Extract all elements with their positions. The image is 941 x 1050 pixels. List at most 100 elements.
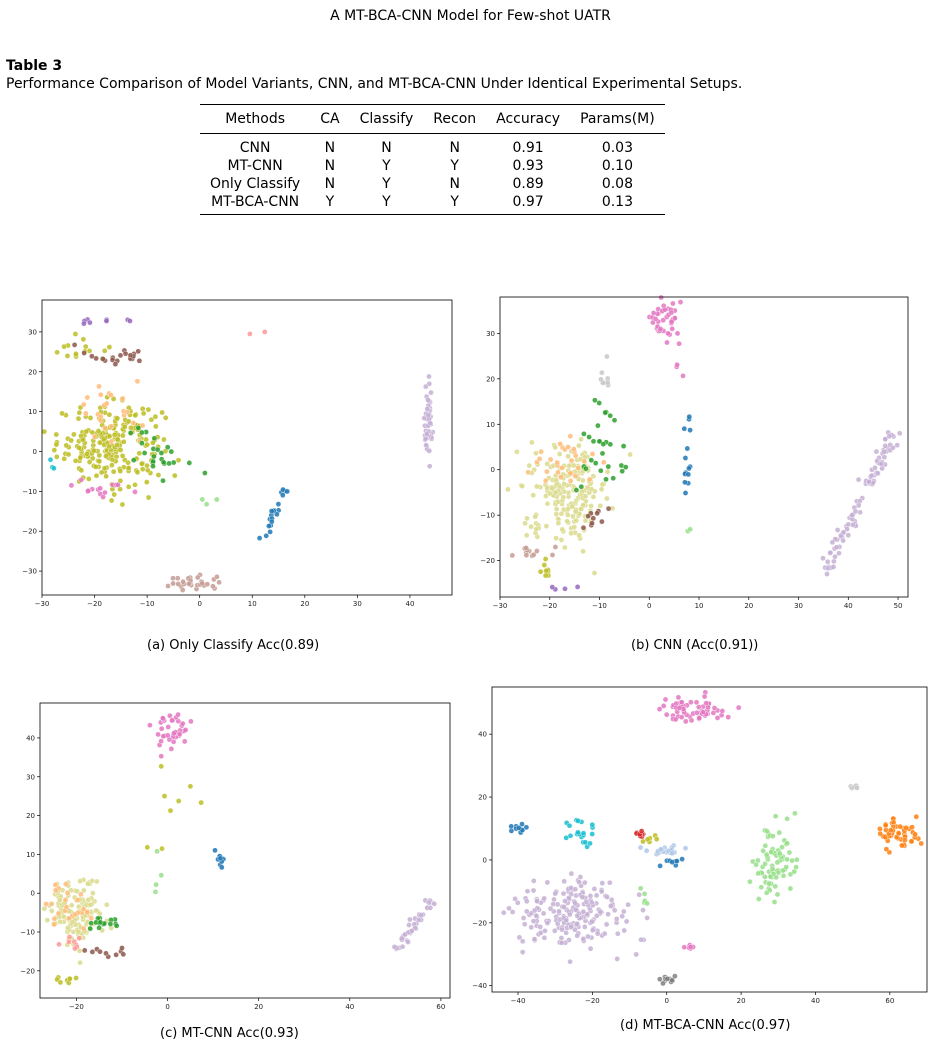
scatter-point — [525, 469, 532, 475]
scatter-point — [110, 468, 117, 475]
scatter-point — [604, 495, 610, 502]
scatter-point — [147, 722, 153, 729]
scatter-point — [158, 872, 165, 878]
scatter-point — [154, 446, 161, 453]
scatter-point — [830, 564, 837, 570]
scatter-point — [531, 907, 538, 914]
scatter-point — [599, 481, 606, 488]
cell-recon: N — [449, 176, 460, 192]
scatter-point — [760, 847, 766, 854]
scatter-point — [606, 879, 613, 886]
scatter-point — [668, 318, 675, 325]
scatter-point — [590, 515, 597, 522]
scatter-point — [852, 508, 859, 515]
scatter-point — [579, 894, 586, 900]
scatter-point — [161, 793, 168, 799]
scatter-plot-cnn: −30 −20 −10 0 10 20 30 40 50 −20 −10 0 10 20 30 — [480, 294, 909, 610]
col-header-params: Params(M) — [580, 111, 655, 127]
scatter-point — [669, 859, 675, 865]
scatter-point — [54, 453, 60, 460]
scatter-point — [556, 908, 562, 914]
scatter-point — [784, 856, 790, 863]
scatter-point — [620, 443, 627, 449]
scatter-point — [74, 888, 80, 894]
scatter-point — [598, 376, 604, 383]
scatter-point — [210, 583, 216, 590]
scatter-point — [559, 926, 565, 933]
scatter-point — [589, 821, 596, 828]
scatter-point — [152, 888, 159, 895]
scatter-point — [598, 467, 604, 474]
scatter-point — [119, 945, 125, 951]
scatter-point — [134, 469, 141, 476]
scatter-point — [101, 465, 108, 472]
x-tick-label: 30 — [353, 600, 362, 608]
scatter-point — [637, 885, 644, 892]
scatter-point — [568, 923, 574, 930]
x-tick-label: −10 — [592, 602, 607, 610]
scatter-point — [106, 443, 112, 450]
scatter-point — [601, 930, 608, 937]
cell-ca: N — [324, 176, 336, 192]
scatter-point — [71, 431, 77, 438]
scatter-point — [66, 915, 72, 922]
scatter-point — [589, 927, 596, 934]
scatter-point — [599, 880, 606, 886]
scatter-point — [165, 724, 171, 730]
scatter-point — [115, 481, 121, 488]
scatter-point — [187, 783, 194, 790]
scatter-point — [580, 548, 586, 555]
scatter-point — [125, 459, 131, 466]
scatter-point — [583, 465, 589, 472]
scatter-point — [96, 458, 103, 465]
scatter-point — [566, 895, 572, 901]
scatter-point — [93, 907, 99, 914]
scatter-point — [681, 425, 688, 432]
scatter-point — [820, 555, 826, 562]
scatter-point — [589, 831, 595, 837]
scatter-point — [49, 908, 55, 914]
scatter-point — [686, 413, 693, 420]
scatter-point — [77, 878, 83, 884]
y-tick-label: 0 — [491, 466, 495, 474]
scatter-point — [186, 460, 193, 466]
scatter-point — [614, 930, 621, 937]
scatter-point — [583, 898, 590, 905]
scatter-point — [561, 904, 567, 910]
scatter-point — [528, 523, 534, 530]
scatter-point — [87, 901, 94, 908]
scatter-point — [566, 463, 572, 469]
scatter-point — [130, 457, 137, 463]
scatter-point — [122, 350, 129, 357]
scatter-point — [668, 309, 675, 316]
scatter-point — [687, 427, 693, 433]
scatter-point — [542, 556, 549, 562]
x-tick-label: −20 — [542, 602, 557, 610]
scatter-point — [572, 508, 579, 515]
scatter-point — [170, 580, 176, 587]
scatter-point — [576, 532, 582, 539]
scatter-point — [758, 884, 765, 890]
scatter-point — [213, 496, 220, 503]
x-tick-label: 40 — [405, 600, 414, 608]
scatter-point — [588, 503, 594, 509]
scatter-point — [427, 420, 434, 426]
x-tick-label: −20 — [87, 600, 102, 608]
scatter-point — [66, 934, 73, 940]
caption-mt-cnn: (c) MT-CNN Acc(0.93) — [160, 1026, 299, 1041]
x-tick-label: 40 — [844, 602, 853, 610]
scatter-point — [81, 947, 88, 954]
scatter-point — [52, 882, 59, 888]
y-tick-label: 30 — [28, 328, 37, 336]
y-tick-label: −10 — [20, 929, 35, 937]
scatter-point — [696, 715, 703, 721]
scatter-point — [657, 863, 663, 869]
scatter-point — [909, 824, 915, 830]
scatter-point — [180, 578, 186, 585]
scatter-point — [553, 535, 559, 541]
scatter-point — [638, 828, 645, 834]
scatter-point — [96, 383, 102, 390]
scatter-point — [65, 451, 72, 458]
scatter-point — [182, 727, 189, 733]
scatter-point — [81, 320, 87, 327]
